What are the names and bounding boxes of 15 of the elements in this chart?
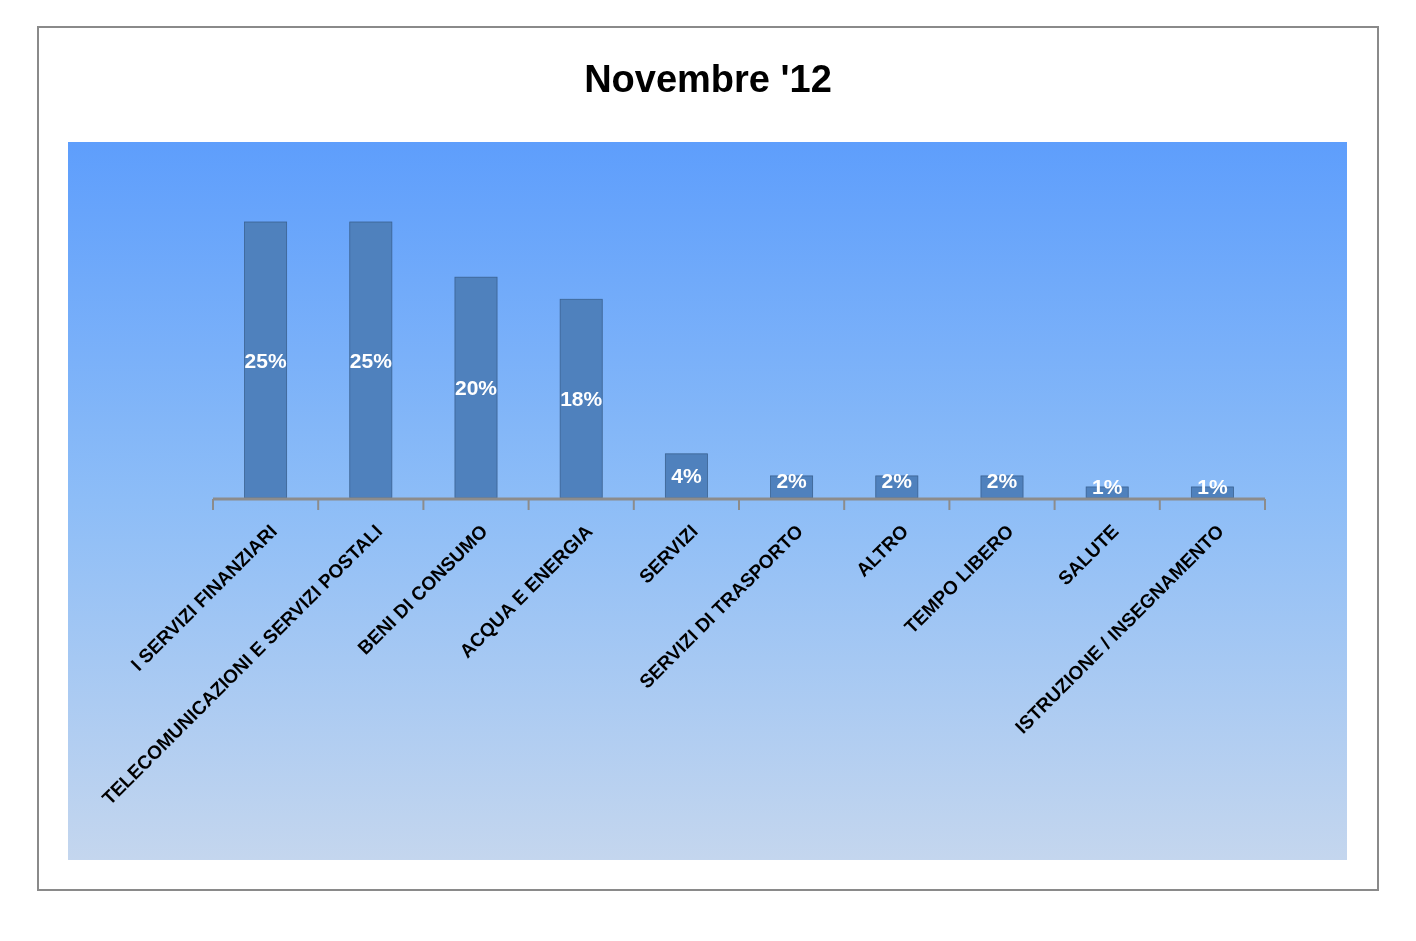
data-label: 4%: [671, 464, 702, 488]
data-label: 20%: [454, 376, 498, 400]
chart-title: Novembre '12: [584, 58, 832, 100]
data-label: 25%: [244, 348, 287, 372]
bar: [244, 221, 288, 499]
data-label: 25%: [349, 348, 393, 372]
data-label: 2%: [986, 469, 1018, 493]
bar: [559, 298, 603, 499]
bar: [349, 221, 393, 499]
bar: [454, 276, 498, 499]
data-label: 2%: [776, 469, 808, 493]
data-label: 18%: [560, 387, 603, 411]
data-label: 2%: [881, 469, 913, 493]
data-label: 1%: [1197, 474, 1228, 498]
data-label: 1%: [1092, 474, 1123, 498]
